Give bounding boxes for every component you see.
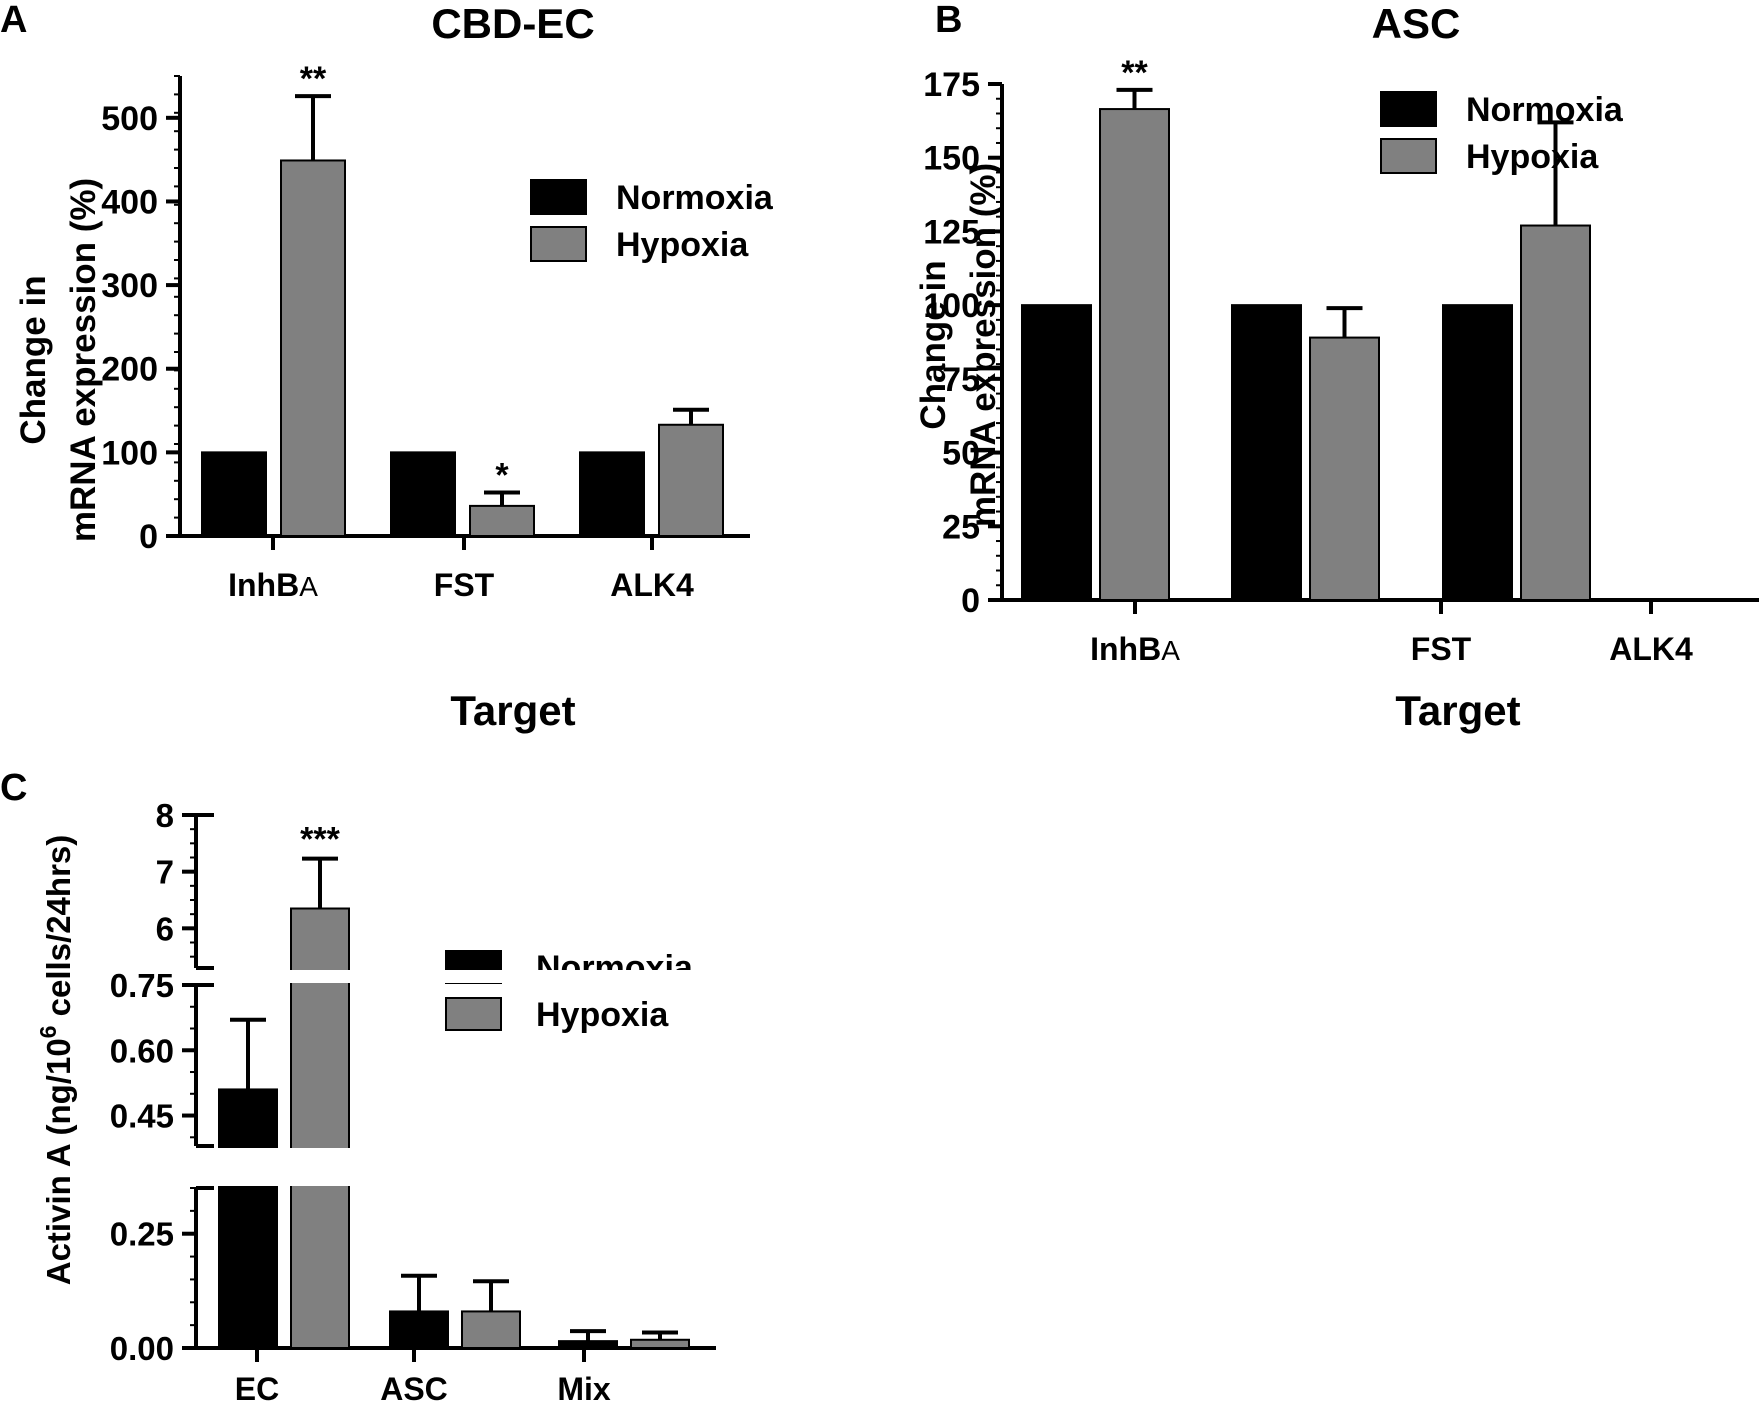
- x-tick-label: InhBA: [1090, 631, 1180, 667]
- legend-swatch-hypoxia: [530, 226, 587, 262]
- bar-normoxia: [201, 451, 267, 538]
- x-tick-label: InhBA: [228, 567, 318, 603]
- y-tick-label: 400: [101, 183, 158, 221]
- y-tick-label: 100: [923, 287, 980, 325]
- panel-c-legend: Normoxia Hypoxia: [445, 949, 694, 1034]
- panel-b-xlabel: Target: [1395, 687, 1520, 734]
- panel-letter-c: C: [0, 767, 27, 809]
- y-tick-label: 500: [101, 100, 158, 138]
- panel-a-ylabel-line1: Change in: [14, 275, 53, 444]
- y-tick-label: 8: [156, 797, 174, 834]
- panel-b: B ASC Target Change in mRNA expression (…: [914, 0, 1759, 734]
- panel-a-legend: Normoxia Hypoxia: [530, 179, 774, 264]
- bar-hypoxia: [1520, 224, 1591, 601]
- x-tick-label: FST: [1411, 631, 1472, 667]
- panel-a: A CBD-EC Target Change in mRNA expressio…: [0, 0, 774, 734]
- significance-marker: *: [495, 457, 509, 495]
- y-tick-label: 0.60: [110, 1032, 174, 1069]
- y-tick-label: 300: [101, 267, 158, 305]
- bar-hypoxia: [280, 159, 346, 538]
- x-tick-label: FST: [434, 567, 495, 603]
- x-tick-label: EC: [235, 1371, 279, 1404]
- significance-marker: ***: [300, 821, 340, 859]
- axis-break-gap: [216, 1148, 716, 1186]
- legend-swatch-normoxia: [530, 179, 587, 215]
- panel-b-ylabel-line1: Change in: [914, 260, 953, 429]
- bar-normoxia: [1442, 304, 1513, 601]
- panel-c: C Activin A (ng/106 cells/24hrs) Normoxi…: [0, 767, 716, 1404]
- legend-swatch-normoxia: [1380, 91, 1437, 127]
- panel-a-title: CBD-EC: [431, 0, 594, 47]
- bar-hypoxia: [1099, 108, 1170, 601]
- panel-b-legend: Normoxia Hypoxia: [1380, 91, 1624, 176]
- x-tick-label: Mix: [557, 1371, 611, 1404]
- y-tick-label: 0.25: [110, 1216, 174, 1253]
- y-tick-label: 6: [156, 910, 174, 947]
- y-tick-label: 0: [139, 518, 158, 556]
- significance-marker: **: [1121, 54, 1148, 92]
- panel-a-ylabel-line2: mRNA expression (%): [64, 178, 103, 542]
- legend-label-hypoxia: Hypoxia: [1466, 138, 1599, 176]
- y-tick-label: 25: [942, 508, 980, 546]
- y-tick-label: 0.75: [110, 967, 174, 1004]
- bar-hypoxia: [461, 1310, 521, 1350]
- bar-normoxia: [389, 1310, 449, 1350]
- legend-label-hypoxia: Hypoxia: [616, 226, 749, 264]
- legend-label-hypoxia: Hypoxia: [536, 996, 669, 1034]
- x-tick-label: ALK4: [610, 567, 694, 603]
- bar-normoxia: [1021, 304, 1092, 601]
- panel-letter-b: B: [935, 0, 962, 41]
- legend-swatch-hypoxia: [1380, 138, 1437, 174]
- y-tick-label: 125: [923, 213, 980, 251]
- y-tick-label: 175: [923, 66, 980, 104]
- y-tick-label: 0.45: [110, 1098, 174, 1135]
- x-tick-label: ALK4: [1609, 631, 1693, 667]
- panel-a-xlabel: Target: [450, 687, 575, 734]
- y-tick-label: 7: [156, 854, 174, 891]
- y-tick-label: 0: [961, 582, 980, 620]
- y-tick-label: 100: [101, 434, 158, 472]
- legend-swatch-hypoxia: [445, 997, 502, 1031]
- bar-hypoxia: [469, 504, 535, 537]
- panel-c-plot: 0.00 0.25 0.45 0.60 0.75 6 7 8 EC *** ASC Mix: [110, 797, 716, 1404]
- panel-b-title: ASC: [1372, 0, 1461, 47]
- y-tick-label: 150: [923, 140, 980, 178]
- y-tick-label: 200: [101, 351, 158, 389]
- bar-normoxia: [558, 1340, 618, 1349]
- panel-a-plot: 0 100 200 300 400 500 InhBA ** FST * ALK4: [101, 60, 750, 603]
- bar-normoxia: [1231, 304, 1302, 601]
- y-tick-label: 75: [942, 361, 980, 399]
- significance-marker: **: [300, 60, 327, 98]
- x-tick-label: ASC: [380, 1371, 448, 1404]
- legend-label-normoxia: Normoxia: [616, 179, 774, 217]
- panel-letter-a: A: [0, 0, 27, 41]
- bar-hypoxia: [1309, 336, 1380, 601]
- bar-hypoxia: [630, 1338, 690, 1350]
- axis-break-gap: [216, 970, 716, 983]
- bar-hypoxia: [658, 423, 724, 538]
- y-tick-label: 50: [942, 435, 980, 473]
- y-tick-label: 0.00: [110, 1330, 174, 1367]
- bar-normoxia: [218, 1088, 278, 1349]
- bar-normoxia: [390, 451, 456, 538]
- panel-c-ylabel: Activin A (ng/106 cells/24hrs): [35, 835, 77, 1286]
- panel-b-plot: 0 25 50 75 100 125 150 175 InhBA ** FST ALK4: [923, 54, 1759, 667]
- bar-normoxia: [579, 451, 645, 538]
